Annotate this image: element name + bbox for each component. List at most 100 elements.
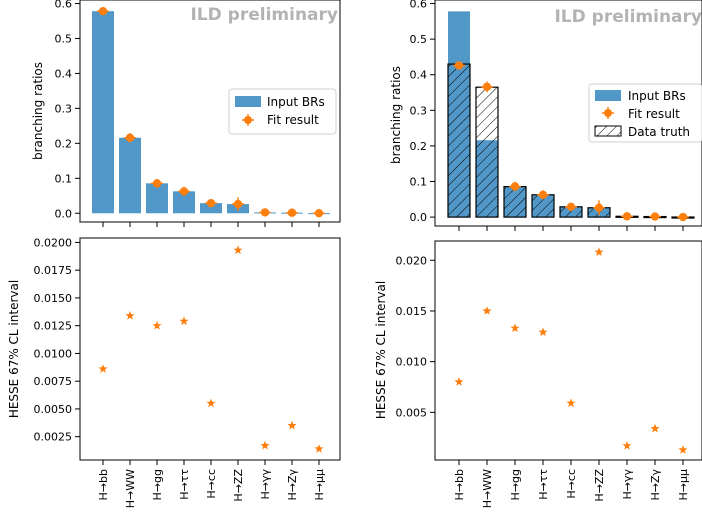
x-tick-label: H→ττ [537, 469, 550, 500]
bar-input-br [200, 203, 222, 214]
y-tick-label: 0.0050 [34, 403, 73, 416]
x-tick-label: H→Zγ [649, 469, 662, 501]
y-tick-label: 0.5 [55, 32, 73, 45]
hesse-interval-series [454, 247, 688, 454]
x-tick-label: H→bb [97, 469, 110, 500]
x-tick-label: H→ττ [178, 469, 191, 500]
hesse-point [260, 440, 270, 450]
y-tick-label: 0.010 [396, 356, 428, 369]
x-tick-label: H→gg [151, 469, 164, 500]
x-tick-label: H→WW [481, 469, 494, 508]
fit-point [179, 187, 189, 196]
fit-point [260, 208, 270, 217]
legend-label-data-truth: Data truth [628, 125, 690, 139]
x-tick-label: H→cc [205, 469, 218, 499]
legend-label-fit-result: Fit result [267, 113, 319, 127]
hesse-point [233, 245, 243, 255]
fit-result-series [453, 61, 689, 222]
y-axis-label: HESSE 67% CL interval [374, 281, 388, 419]
y-tick-label: 0.1 [55, 172, 73, 185]
bar-input-br [119, 137, 141, 214]
hesse-point [510, 323, 520, 333]
hesse-point [98, 364, 108, 373]
y-axis-label: branching ratios [389, 66, 403, 164]
x-tick-label: H→ZZ [232, 469, 245, 502]
x-axis-ticks [102, 460, 320, 465]
bar-data-truth [475, 86, 499, 218]
hesse-point [622, 441, 632, 450]
fit-point [650, 212, 660, 221]
x-tick-label: H→WW [124, 469, 137, 508]
y-tick-label: 0.4 [410, 69, 428, 82]
bar-data-truth [447, 63, 471, 218]
legend-marker-fit-result [604, 109, 612, 117]
legend-label-input-brs: Input BRs [628, 89, 686, 103]
fit-point [566, 202, 576, 212]
plot-frame [434, 240, 702, 461]
x-axis-ticks [458, 460, 684, 465]
hesse-point [454, 377, 464, 386]
y-tick-label: 0.0075 [34, 375, 73, 388]
legend-label-fit-result: Fit result [628, 107, 680, 121]
plot-frame [434, 0, 702, 227]
y-tick-label: 0.0025 [34, 431, 73, 444]
hesse-point [152, 320, 162, 330]
x-tick-label: H→bb [453, 469, 466, 500]
y-axis-label: HESSE 67% CL interval [7, 280, 21, 418]
y-tick-label: 0.005 [396, 406, 428, 419]
y-tick-label: 0.6 [55, 0, 73, 10]
y-tick-label: 0.4 [55, 67, 73, 80]
x-tick-label: H→gg [509, 469, 522, 500]
plot-frame [79, 0, 341, 223]
legend-label-input-brs: Input BRs [267, 95, 325, 109]
hesse-point [678, 445, 688, 454]
fit-point [125, 133, 135, 142]
fit-point [538, 190, 548, 199]
hesse-point [650, 423, 660, 433]
y-tick-label: 0.5 [410, 33, 428, 46]
y-axis-ticks: 0.0025 0.0050 0.0075 0.0100 0.0125 0.0150 0.01… [34, 236, 80, 444]
fit-point [678, 212, 688, 222]
watermark-text: ILD preliminary [190, 5, 338, 25]
y-tick-label: 0.3 [55, 102, 73, 115]
y-axis-ticks: 0.005 0.010 0.015 0.020 [396, 254, 435, 419]
legend-swatch-input-brs [235, 96, 261, 107]
y-tick-label: 0.0100 [34, 347, 73, 360]
bar-input-br [173, 191, 195, 214]
panel-bottom-left-hesse-interval: 0.0025 0.0050 0.0075 0.0100 0.0125 0.0150 0.01… [7, 236, 341, 509]
y-tick-label: 0.0 [55, 207, 73, 220]
fit-point [233, 199, 243, 209]
x-axis-tick-labels: H→bb H→WW H→gg H→ττ H→cc H→ZZ H→γγ H→Zγ H→μμ [453, 469, 690, 509]
fit-point [98, 6, 108, 16]
y-axis-label: branching ratios [31, 62, 45, 160]
y-tick-label: 0.015 [396, 305, 428, 318]
panel-top-right-branching-ratios: ILD preliminary 0.0 0.1 0.2 0.3 0.4 0.5 0.6 br… [389, 0, 702, 231]
y-axis-ticks: 0.0 0.1 0.2 0.3 0.4 0.5 0.6 [410, 0, 435, 224]
fit-point [482, 82, 492, 92]
hesse-point [287, 420, 297, 430]
x-tick-label: H→γγ [621, 469, 634, 500]
fit-result-series [97, 6, 325, 218]
fit-point [454, 61, 464, 70]
fit-point [287, 208, 297, 217]
plot-frame [79, 237, 341, 461]
bar-input-br [146, 183, 168, 214]
x-tick-label: H→ZZ [593, 469, 606, 502]
y-tick-label: 0.020 [396, 254, 428, 267]
y-tick-label: 0.2 [410, 140, 428, 153]
hesse-point [125, 310, 135, 320]
x-axis-ticks [102, 222, 320, 227]
legend-swatch-input-brs [595, 90, 621, 101]
y-tick-label: 0.2 [55, 137, 73, 150]
y-axis-ticks: 0.0 0.1 0.2 0.3 0.4 0.5 0.6 [55, 0, 80, 220]
hesse-point [594, 247, 604, 256]
hesse-point [538, 327, 548, 337]
x-tick-label: H→μμ [313, 469, 326, 501]
hesse-point [566, 398, 576, 408]
x-axis-tick-labels: H→bb H→WW H→gg H→ττ H→cc H→ZZ H→γγ H→Zγ H→μμ [97, 469, 326, 509]
fit-point [314, 208, 324, 218]
panel-bottom-right-hesse-interval: 0.005 0.010 0.015 0.020 H→bb H→WW H→gg H→ττ H→c… [374, 240, 702, 509]
x-tick-label: H→γγ [259, 469, 272, 500]
x-tick-label: H→cc [565, 469, 578, 499]
